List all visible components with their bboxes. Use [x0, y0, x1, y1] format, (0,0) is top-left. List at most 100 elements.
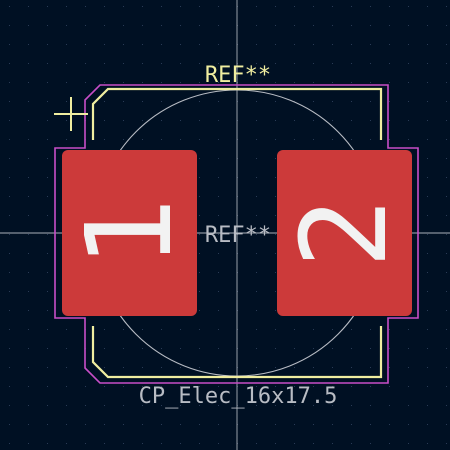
grid-dot: [104, 120, 105, 121]
grid-dot: [446, 443, 447, 444]
grid-dot: [218, 120, 219, 121]
grid-dot: [199, 44, 200, 45]
pin1-plus-marker-icon: [54, 97, 88, 131]
grid-dot: [275, 424, 276, 425]
grid-dot: [332, 367, 333, 368]
reference-designator-top[interactable]: REF**: [205, 63, 271, 88]
grid-dot: [427, 63, 428, 64]
grid-dot: [218, 196, 219, 197]
grid-dot: [313, 63, 314, 64]
grid-dot: [66, 405, 67, 406]
grid-dot: [66, 329, 67, 330]
grid-dot: [180, 25, 181, 26]
grid-dot: [313, 25, 314, 26]
grid-dot: [218, 424, 219, 425]
grid-dot: [142, 405, 143, 406]
grid-dot: [47, 82, 48, 83]
grid-dot: [237, 443, 238, 444]
grid-dot: [218, 6, 219, 7]
grid-dot: [408, 120, 409, 121]
grid-dot: [427, 215, 428, 216]
grid-dot: [408, 6, 409, 7]
grid-dot: [161, 63, 162, 64]
grid-dot: [294, 6, 295, 7]
grid-dot: [28, 348, 29, 349]
grid-dot: [9, 310, 10, 311]
grid-dot: [313, 386, 314, 387]
grid-dot: [123, 348, 124, 349]
grid-dot: [199, 424, 200, 425]
grid-dot: [370, 329, 371, 330]
grid-dot: [47, 291, 48, 292]
grid-dot: [66, 82, 67, 83]
grid-dot: [389, 25, 390, 26]
reference-designator-fab[interactable]: REF**: [205, 223, 271, 248]
grid-dot: [218, 25, 219, 26]
grid-dot: [9, 177, 10, 178]
grid-dot: [85, 405, 86, 406]
grid-dot: [294, 120, 295, 121]
grid-dot: [256, 177, 257, 178]
silkscreen-top-edge: [91, 87, 383, 140]
grid-dot: [332, 82, 333, 83]
grid-dot: [313, 6, 314, 7]
grid-dot: [294, 82, 295, 83]
grid-dot: [199, 25, 200, 26]
grid-dot: [313, 405, 314, 406]
grid-dot: [446, 120, 447, 121]
grid-dot: [66, 44, 67, 45]
grid-dot: [28, 405, 29, 406]
grid-dot: [161, 405, 162, 406]
grid-dot: [446, 139, 447, 140]
grid-dot: [66, 25, 67, 26]
pad-2[interactable]: 2: [275, 150, 413, 316]
grid-dot: [218, 177, 219, 178]
grid-dot: [256, 310, 257, 311]
pad-1[interactable]: 1: [60, 150, 198, 316]
grid-dot: [256, 101, 257, 102]
grid-dot: [104, 424, 105, 425]
grid-dot: [256, 158, 257, 159]
grid-dot: [351, 405, 352, 406]
grid-dot: [28, 101, 29, 102]
grid-dot: [313, 424, 314, 425]
grid-dot: [427, 120, 428, 121]
grid-dot: [199, 291, 200, 292]
grid-dot: [161, 44, 162, 45]
grid-dot: [313, 139, 314, 140]
grid-dot: [28, 215, 29, 216]
grid-dot: [237, 139, 238, 140]
grid-dot: [313, 101, 314, 102]
grid-dot: [313, 44, 314, 45]
grid-dot: [256, 25, 257, 26]
grid-dot: [427, 253, 428, 254]
grid-dot: [351, 329, 352, 330]
grid-dot: [142, 82, 143, 83]
grid-dot: [351, 386, 352, 387]
grid-dot: [389, 424, 390, 425]
grid-dot: [123, 139, 124, 140]
footprint-value-label[interactable]: CP_Elec_16x17.5: [139, 384, 338, 409]
grid-dot: [180, 386, 181, 387]
grid-dot: [275, 120, 276, 121]
grid-dot: [28, 291, 29, 292]
grid-dot: [142, 348, 143, 349]
grid-dot: [9, 253, 10, 254]
grid-dot: [28, 6, 29, 7]
grid-dot: [28, 177, 29, 178]
grid-dot: [47, 63, 48, 64]
grid-dot: [389, 386, 390, 387]
grid-dot: [85, 443, 86, 444]
grid-dot: [104, 367, 105, 368]
grid-dot: [123, 6, 124, 7]
grid-dot: [47, 158, 48, 159]
grid-dot: [237, 272, 238, 273]
grid-dot: [28, 82, 29, 83]
pad-2-shape[interactable]: [277, 150, 412, 316]
pad-1-shape[interactable]: [62, 150, 197, 316]
grid-dot: [199, 310, 200, 311]
grid-dot: [66, 63, 67, 64]
grid-dot: [9, 196, 10, 197]
grid-dot: [389, 63, 390, 64]
